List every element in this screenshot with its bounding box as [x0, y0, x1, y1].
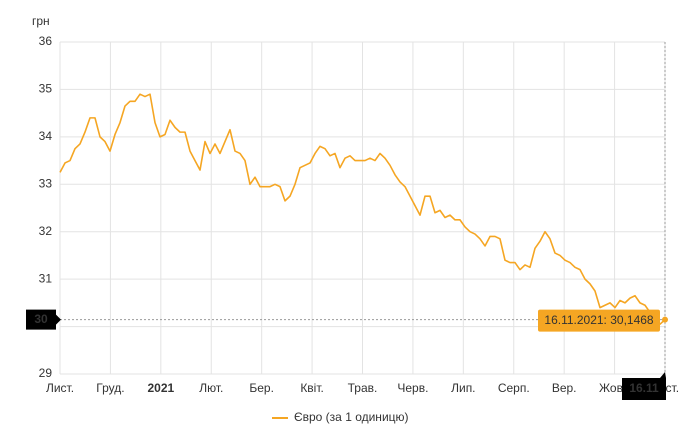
y-tick-label: 35	[39, 82, 53, 96]
x-tick-label: Квіт.	[300, 381, 324, 395]
x-tick-label: Трав.	[348, 381, 378, 395]
y-tick-label: 36	[39, 34, 53, 48]
crosshair-x-label: 16.11	[629, 381, 659, 395]
y-axis-label: грн	[32, 14, 50, 28]
tooltip: 16.11.2021: 30,1468	[544, 313, 654, 327]
crosshair-x-arrow	[660, 372, 666, 378]
crosshair-x-box	[622, 378, 666, 400]
y-tick-label: 32	[39, 224, 53, 238]
x-tick-label: Лип.	[451, 381, 475, 395]
x-tick-label: Бер.	[249, 381, 274, 395]
y-tick-label: 29	[39, 366, 53, 380]
tooltip-box	[538, 309, 660, 332]
x-tick-label: Лист.	[46, 381, 74, 395]
x-tick-label: Серп.	[498, 381, 530, 395]
y-tick-label: 34	[39, 129, 53, 143]
crosshair-y-arrow	[56, 314, 61, 325]
x-tick-label: Черв.	[397, 381, 428, 395]
y-tick-label: 31	[39, 271, 53, 285]
line	[59, 93, 666, 326]
x-tick-label: 2021	[147, 381, 174, 395]
crosshair-y-label: 30	[34, 312, 48, 326]
x-tick-label: Груд.	[96, 381, 124, 395]
legend-label: Євро (за 1 одиницю)	[294, 410, 409, 424]
crosshair-y-box	[26, 309, 56, 330]
y-tick-label: 33	[39, 176, 53, 190]
x-tick-label: Вер.	[552, 381, 577, 395]
point-marker	[662, 316, 668, 323]
x-tick-label: Лют.	[199, 381, 223, 395]
